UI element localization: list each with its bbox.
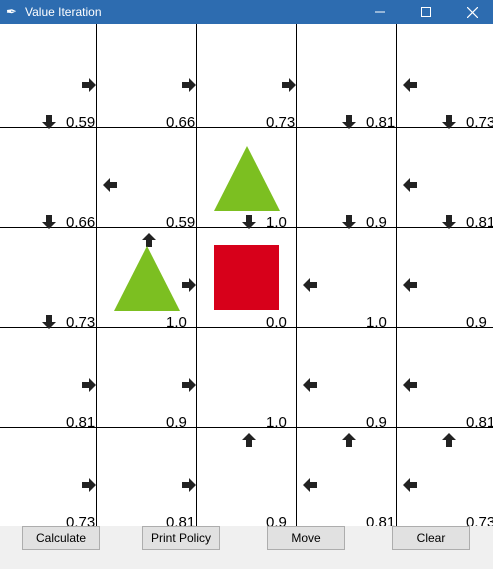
arrow-right-icon bbox=[282, 78, 296, 92]
grid-cell[interactable]: 0.81 bbox=[296, 28, 396, 131]
grid-cell[interactable]: 1.0 bbox=[96, 228, 196, 331]
state-value: 0.73 bbox=[466, 114, 493, 131]
state-value: 0.73 bbox=[66, 314, 96, 331]
grid-cell[interactable]: 0.73 bbox=[196, 28, 296, 131]
grid-cell[interactable]: 0.81 bbox=[0, 328, 96, 431]
minimize-icon bbox=[375, 11, 385, 13]
grid-cell[interactable]: 0.9 bbox=[296, 128, 396, 231]
arrow-down-icon bbox=[442, 215, 456, 229]
arrow-right-icon bbox=[182, 478, 196, 492]
state-value: 0.81 bbox=[366, 114, 396, 131]
grid-cell[interactable]: 0.73 bbox=[0, 228, 96, 331]
maximize-button[interactable] bbox=[403, 0, 449, 24]
grid-canvas[interactable]: 0.59 0.66 0.73 0.81 0.73 0.66 0.59 1.0 0.9 0.81 0.… bbox=[0, 24, 493, 526]
grid-cell[interactable]: 0.9 bbox=[96, 328, 196, 431]
grid-lines bbox=[0, 24, 493, 526]
grid-cell[interactable]: 0.81 bbox=[396, 328, 493, 447]
move-button[interactable]: Move bbox=[267, 526, 345, 550]
arrow-up-icon bbox=[142, 233, 156, 247]
calculate-button[interactable]: Calculate bbox=[22, 526, 100, 550]
grid-cell[interactable]: 0.81 bbox=[96, 428, 196, 526]
close-button[interactable] bbox=[449, 0, 493, 24]
grid-cell[interactable]: 0.81 bbox=[296, 428, 396, 526]
grid-cell[interactable]: 0.9 bbox=[396, 228, 493, 331]
state-value: 1.0 bbox=[166, 314, 187, 331]
window-title: Value Iteration bbox=[25, 5, 102, 19]
state-value: 0.9 bbox=[266, 514, 287, 526]
arrow-left-icon bbox=[403, 78, 417, 92]
state-value: 0.81 bbox=[466, 214, 493, 231]
state-value: 1.0 bbox=[366, 314, 387, 331]
arrow-right-icon bbox=[82, 378, 96, 392]
triangle-obstacle bbox=[114, 246, 180, 311]
grid-cell[interactable]: 0.73 bbox=[396, 428, 493, 526]
state-value: 0.73 bbox=[66, 514, 96, 526]
arrow-left-icon bbox=[303, 478, 317, 492]
state-value: 0.81 bbox=[166, 514, 196, 526]
arrow-left-icon bbox=[403, 178, 417, 192]
state-value: 1.0 bbox=[266, 214, 287, 231]
state-value: 1.0 bbox=[266, 414, 287, 431]
close-icon bbox=[466, 6, 478, 18]
print-policy-button[interactable]: Print Policy bbox=[142, 526, 220, 550]
arrow-down-icon bbox=[42, 215, 56, 229]
state-value: 0.66 bbox=[66, 214, 96, 231]
arrow-up-icon bbox=[342, 433, 356, 447]
state-value: 0.81 bbox=[66, 414, 96, 431]
goal-square bbox=[214, 245, 279, 310]
state-value: 0.81 bbox=[466, 414, 493, 431]
arrow-up-icon bbox=[442, 433, 456, 447]
state-value: 0.81 bbox=[366, 514, 396, 526]
grid-cell[interactable]: 0.9 bbox=[296, 328, 396, 447]
arrow-right-icon bbox=[82, 78, 96, 92]
arrow-right-icon bbox=[82, 478, 96, 492]
state-value: 0.0 bbox=[266, 314, 287, 331]
arrow-left-icon bbox=[303, 378, 317, 392]
state-value: 0.9 bbox=[166, 414, 187, 431]
arrow-left-icon bbox=[303, 278, 317, 292]
arrow-down-icon bbox=[342, 115, 356, 129]
triangle-obstacle bbox=[214, 146, 280, 211]
arrow-down-icon bbox=[342, 215, 356, 229]
grid-cell[interactable]: 0.66 bbox=[96, 28, 196, 131]
minimize-button[interactable] bbox=[357, 0, 403, 24]
arrow-right-icon bbox=[182, 278, 196, 292]
arrow-right-icon bbox=[182, 378, 196, 392]
state-value: 0.9 bbox=[366, 214, 387, 231]
state-value: 0.59 bbox=[66, 114, 96, 131]
arrow-left-icon bbox=[403, 378, 417, 392]
arrow-down-icon bbox=[42, 315, 56, 329]
state-value: 0.59 bbox=[166, 214, 196, 231]
arrow-left-icon bbox=[103, 178, 117, 192]
button-bar: Calculate Print Policy Move Clear bbox=[0, 526, 493, 569]
arrow-left-icon bbox=[403, 478, 417, 492]
arrow-up-icon bbox=[242, 433, 256, 447]
grid-cell[interactable]: 0.66 bbox=[0, 128, 96, 231]
arrow-down-icon bbox=[242, 215, 256, 229]
grid-cell[interactable]: 0.81 bbox=[396, 128, 493, 231]
grid-cell[interactable]: 1.0 bbox=[196, 328, 296, 447]
grid-cell[interactable]: 1.0 bbox=[196, 128, 296, 231]
grid-cell[interactable]: 0.9 bbox=[196, 428, 296, 526]
title-bar: ✒ Value Iteration bbox=[0, 0, 493, 24]
grid-cell[interactable]: 0.59 bbox=[96, 128, 196, 247]
feather-icon: ✒ bbox=[6, 4, 17, 19]
state-value: 0.66 bbox=[166, 114, 196, 131]
grid-cell[interactable]: 0.59 bbox=[0, 28, 96, 131]
arrow-left-icon bbox=[403, 278, 417, 292]
arrow-right-icon bbox=[182, 78, 196, 92]
clear-button[interactable]: Clear bbox=[392, 526, 470, 550]
arrow-down-icon bbox=[42, 115, 56, 129]
state-value: 0.73 bbox=[266, 114, 296, 131]
state-value: 0.9 bbox=[466, 314, 487, 331]
state-value: 0.9 bbox=[366, 414, 387, 431]
maximize-icon bbox=[421, 7, 431, 17]
grid-cell[interactable]: 1.0 bbox=[296, 228, 396, 331]
grid-cell[interactable]: 0.73 bbox=[0, 428, 96, 526]
arrow-down-icon bbox=[442, 115, 456, 129]
state-value: 0.73 bbox=[466, 514, 493, 526]
grid-cell[interactable]: 0.73 bbox=[396, 28, 493, 131]
grid-cell[interactable]: 0.0 bbox=[196, 228, 296, 331]
